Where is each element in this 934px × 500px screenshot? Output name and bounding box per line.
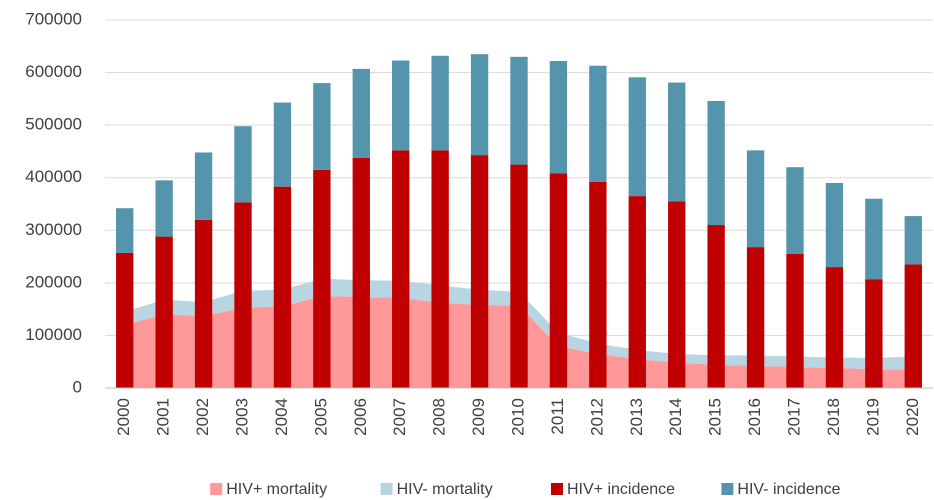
bar <box>865 198 883 280</box>
y-tick-label: 500000 <box>25 115 82 134</box>
x-tick-label: 2003 <box>232 398 251 436</box>
bar <box>273 186 292 388</box>
bar <box>746 150 765 248</box>
bar <box>589 65 607 182</box>
x-tick-label: 2010 <box>508 398 527 436</box>
legend-swatch <box>721 483 734 495</box>
legend-swatch <box>210 483 223 495</box>
bar <box>392 150 410 388</box>
y-tick-label: 100000 <box>25 325 82 344</box>
bar <box>352 68 370 158</box>
bar <box>668 201 686 388</box>
y-tick-label: 700000 <box>25 9 82 28</box>
x-tick-label: 2000 <box>114 398 133 436</box>
x-tick-label: 2014 <box>666 398 685 436</box>
y-tick-label: 600000 <box>25 62 82 81</box>
legend-swatch <box>380 483 393 495</box>
x-tick-label: 2005 <box>311 398 330 436</box>
bar <box>155 236 173 388</box>
bar <box>510 164 528 388</box>
bar <box>155 180 173 237</box>
bar <box>628 77 646 197</box>
bar <box>904 216 922 265</box>
y-tick-label: 400000 <box>25 167 82 186</box>
x-tick-label: 2008 <box>430 398 449 436</box>
bar <box>194 152 213 220</box>
legend-swatch <box>551 483 563 495</box>
bar <box>628 196 646 388</box>
x-tick-label: 2020 <box>903 398 922 436</box>
bar <box>746 247 765 388</box>
x-tick-label: 2002 <box>193 398 212 436</box>
legend-label: HIV+ mortality <box>226 481 327 498</box>
bar <box>825 182 844 268</box>
x-tick-label: 2019 <box>863 398 882 436</box>
bar <box>431 150 449 388</box>
bar <box>234 126 252 203</box>
bar <box>786 253 804 388</box>
y-tick-label: 300000 <box>25 220 82 239</box>
bar <box>234 202 252 388</box>
legend: HIV+ mortality HIV- mortality HIV+ inciden… <box>210 481 841 498</box>
x-tick-label: 2007 <box>390 398 409 436</box>
bar <box>273 102 292 187</box>
bar <box>431 55 449 151</box>
bar <box>668 82 686 202</box>
x-tick-label: 2018 <box>824 398 843 436</box>
bar <box>194 219 213 388</box>
legend-label: HIV- incidence <box>737 481 840 498</box>
legend-label: HIV- mortality <box>397 481 493 498</box>
bar <box>510 56 528 165</box>
x-tick-label: 2009 <box>469 398 488 436</box>
x-tick-label: 2001 <box>154 398 173 436</box>
bar <box>707 100 725 226</box>
bar <box>549 173 568 388</box>
bar <box>392 60 410 151</box>
bar <box>904 264 922 388</box>
bar <box>352 157 370 388</box>
bar <box>313 169 331 388</box>
bar <box>825 267 844 388</box>
bar <box>865 279 883 388</box>
bar <box>470 54 489 156</box>
bar <box>589 181 607 388</box>
bar <box>313 83 331 170</box>
bar <box>707 225 725 388</box>
x-tick-label: 2016 <box>745 398 764 436</box>
legend-label: HIV+ incidence <box>567 481 675 498</box>
bar <box>470 155 489 388</box>
x-tick-label: 2013 <box>627 398 646 436</box>
bar <box>549 61 568 174</box>
bar <box>116 252 134 388</box>
x-tick-label: 2015 <box>706 398 725 436</box>
x-tick-label: 2004 <box>272 398 291 436</box>
bar <box>116 208 134 253</box>
x-tick-label: 2017 <box>784 398 803 436</box>
x-tick-label: 2011 <box>548 398 567 435</box>
x-tick-label: 2012 <box>587 398 606 436</box>
y-tick-label: 200000 <box>25 272 82 291</box>
bar <box>786 167 804 254</box>
x-tick-label: 2006 <box>351 398 370 436</box>
y-tick-label: 0 <box>73 377 82 396</box>
